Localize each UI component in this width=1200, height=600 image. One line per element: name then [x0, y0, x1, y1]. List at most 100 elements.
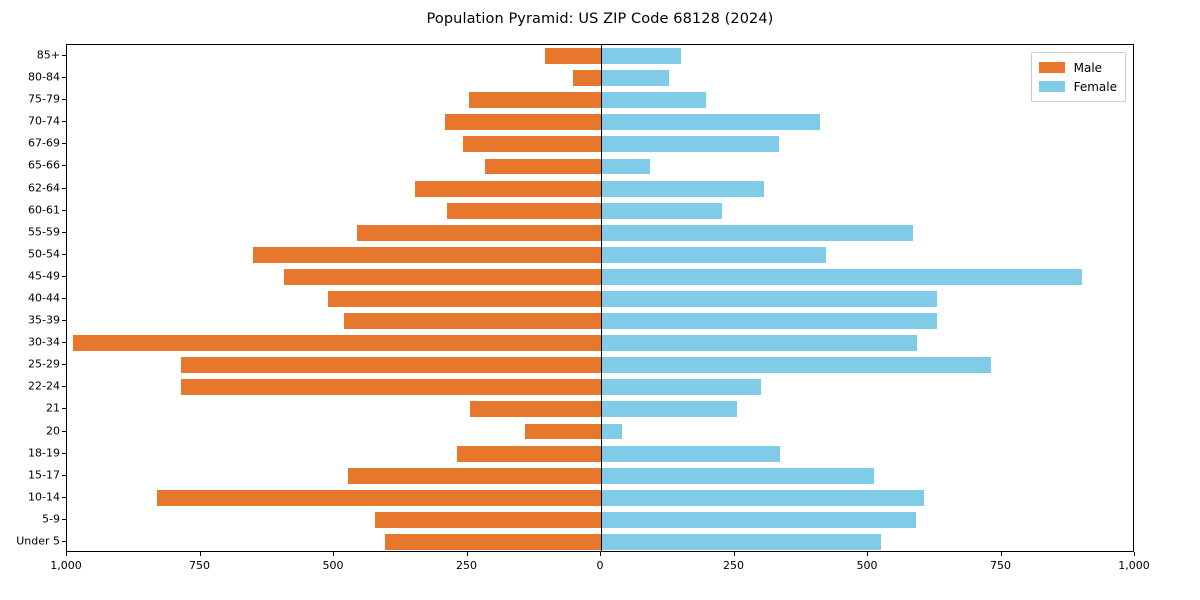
bar-row [67, 70, 1133, 87]
chart-legend: Male Female [1030, 52, 1126, 102]
bar-male [180, 357, 601, 374]
bars-layer [67, 45, 1133, 551]
bar-male [180, 379, 601, 396]
y-axis-tick-label: 18-19 [28, 446, 60, 460]
bar-female [601, 467, 875, 484]
bar-male [525, 423, 601, 440]
bar-row [67, 423, 1133, 440]
x-axis-tick-label: 250 [723, 559, 744, 572]
x-axis-tick-label: 500 [856, 559, 878, 572]
bar-row [67, 180, 1133, 197]
y-axis-tick-mark [62, 452, 66, 454]
y-axis-tick-mark [62, 231, 66, 233]
bar-female [601, 401, 738, 418]
y-axis-tick-mark [62, 275, 66, 277]
x-axis-tick-mark [867, 552, 868, 556]
y-axis-tick-label: 80-84 [28, 70, 60, 84]
bar-row [67, 268, 1133, 285]
y-axis-tick-label: 15-17 [28, 468, 60, 482]
y-axis-tick-mark [62, 540, 66, 542]
y-axis-tick-mark [62, 99, 66, 101]
x-axis-tick-mark [333, 552, 334, 556]
bar-female [601, 357, 991, 374]
bar-row [67, 335, 1133, 352]
bar-male [356, 224, 601, 241]
legend-swatch-icon [1038, 62, 1065, 73]
bar-row [67, 291, 1133, 307]
x-axis-tick-mark [733, 552, 735, 556]
bar-male [463, 136, 601, 153]
y-axis-tick-label: 55-59 [28, 225, 60, 239]
x-axis-tick-label: 250 [456, 559, 477, 572]
bar-male [544, 48, 601, 64]
bar-female [601, 379, 762, 396]
x-axis-tick-label: 500 [322, 559, 344, 572]
bar-male [445, 114, 601, 131]
x-axis-tick-mark [600, 552, 601, 556]
bar-female [601, 70, 670, 87]
x-axis-tick-label: 1,000 [1118, 559, 1150, 572]
bar-row [67, 92, 1133, 109]
bar-female [601, 158, 651, 175]
x-axis-tick-label: 750 [990, 559, 1011, 572]
y-axis-tick-mark [62, 518, 66, 520]
bar-female [601, 114, 820, 131]
y-axis-tick-mark [62, 320, 66, 322]
bar-male [468, 92, 601, 109]
bar-male [447, 202, 601, 219]
x-axis-tick-label: 750 [189, 559, 210, 572]
x-axis-tick-mark [1134, 552, 1135, 556]
y-axis-tick-mark [62, 474, 66, 476]
y-axis-tick-label: 62-64 [28, 181, 60, 195]
x-axis-tick-label: 1,000 [50, 559, 82, 572]
y-axis-tick-mark [62, 253, 66, 255]
bar-row [67, 357, 1133, 374]
bar-male [470, 401, 601, 418]
x-axis-tick-mark [199, 552, 201, 556]
bar-row [67, 48, 1133, 64]
x-axis-tick-mark [1000, 552, 1002, 556]
bar-row [67, 313, 1133, 330]
y-axis-tick-label: 67-69 [28, 136, 60, 150]
bar-row [67, 401, 1133, 418]
bar-female [601, 291, 938, 307]
legend-entry[interactable]: Male [1038, 58, 1117, 77]
bar-row [67, 246, 1133, 263]
y-axis-tick-label: 30-34 [28, 335, 60, 349]
bar-male [283, 268, 601, 285]
y-axis-tick-label: Under 5 [16, 534, 60, 548]
bar-row [67, 158, 1133, 175]
bar-female [601, 136, 779, 153]
bar-row [67, 445, 1133, 462]
bar-female [601, 423, 623, 440]
y-axis-tick-label: 20 [46, 424, 60, 438]
bar-male [456, 445, 601, 462]
y-axis-tick-label: 5-9 [42, 512, 60, 526]
y-axis-tick-label: 85+ [36, 48, 60, 62]
y-axis-tick-mark [62, 408, 66, 410]
y-axis-tick-mark [62, 430, 66, 432]
y-axis-tick-mark [62, 364, 66, 366]
bar-row [67, 224, 1133, 241]
y-axis-tick-mark [62, 209, 66, 211]
zero-axis-line [601, 45, 602, 551]
bar-male [72, 335, 601, 352]
y-axis-tick-label: 21 [46, 401, 60, 415]
y-axis-tick-mark [62, 55, 66, 57]
y-axis-tick-mark [62, 496, 66, 498]
bar-male [375, 511, 601, 528]
y-axis-tick-mark [62, 342, 66, 344]
y-axis-tick-mark [62, 386, 66, 388]
bar-row [67, 489, 1133, 506]
bar-male [573, 70, 601, 87]
legend-entry[interactable]: Female [1038, 77, 1117, 96]
bar-female [601, 268, 1082, 285]
bar-female [601, 48, 682, 64]
bar-female [601, 445, 780, 462]
x-axis-tick-mark [66, 552, 67, 556]
y-axis-tick-label: 35-39 [28, 313, 60, 327]
y-axis-tick-mark [62, 165, 66, 167]
legend-label: Female [1073, 79, 1117, 94]
y-axis-tick-mark [62, 77, 66, 79]
